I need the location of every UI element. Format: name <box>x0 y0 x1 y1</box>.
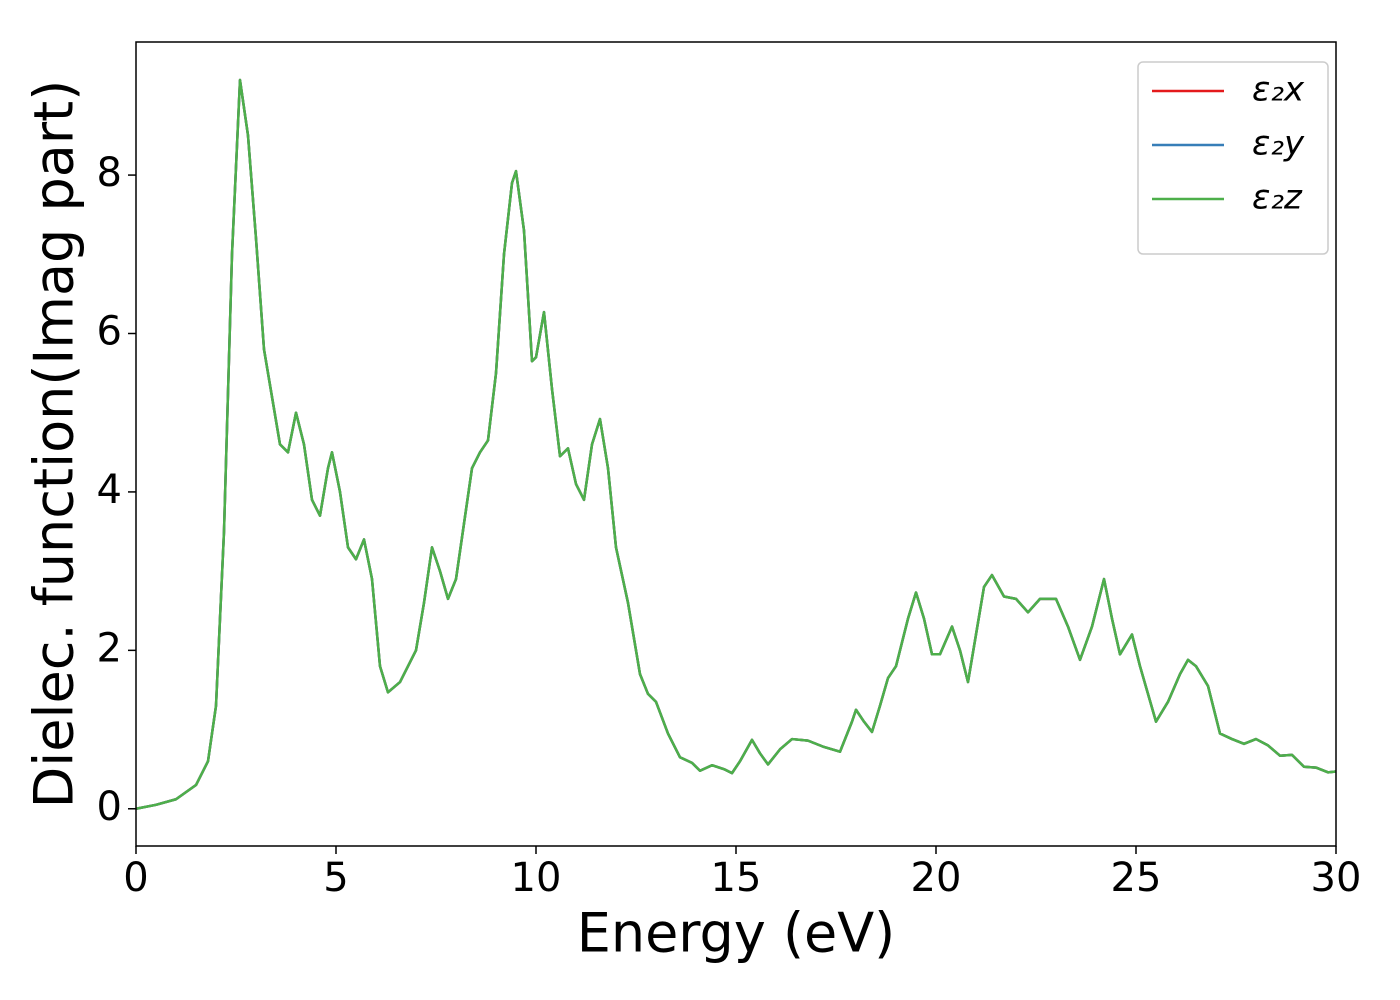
legend-label: ε₂z <box>1252 178 1303 218</box>
x-tick-label: 25 <box>1111 855 1162 901</box>
data-line <box>135 78 1337 810</box>
y-tick-label: 0 <box>97 784 122 830</box>
x-axis-label: Energy (eV) <box>577 902 896 965</box>
x-tick-label: 20 <box>911 855 962 901</box>
legend-box <box>1137 61 1329 255</box>
y-tick-label: 2 <box>97 625 122 671</box>
plot-frame <box>135 41 1337 847</box>
x-tick-label: 30 <box>1311 855 1362 901</box>
y-axis-label: Dielec. function(Imag part) <box>23 80 86 809</box>
y-tick-label: 4 <box>97 467 122 513</box>
legend-label: ε₂y <box>1252 124 1305 164</box>
y-tick-label: 6 <box>97 308 122 354</box>
legend-label: ε₂x <box>1252 70 1305 110</box>
x-tick-label: 5 <box>323 855 348 901</box>
x-tick-label: 10 <box>511 855 562 901</box>
y-tick-label: 8 <box>97 150 122 196</box>
x-tick-label: 0 <box>123 855 148 901</box>
x-tick-label: 15 <box>711 855 762 901</box>
